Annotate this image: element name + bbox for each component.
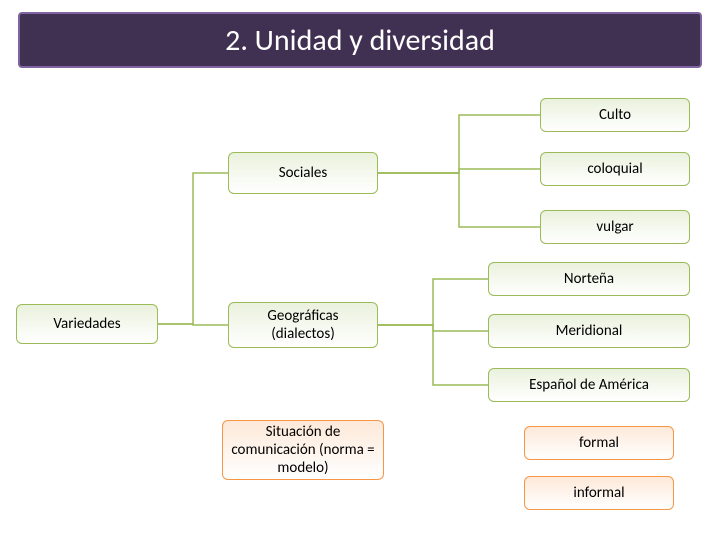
node-label: Español de América: [529, 376, 649, 394]
node-variedades: Variedades: [16, 304, 158, 344]
node-label: Variedades: [53, 315, 120, 333]
node-label: Norteña: [564, 270, 614, 288]
node-label: Situación de comunicación (norma = model…: [229, 423, 377, 477]
node-informal: informal: [524, 476, 674, 510]
node-coloquial: coloquial: [540, 152, 690, 186]
node-espanol-america: Español de América: [488, 368, 690, 402]
node-label: informal: [573, 484, 624, 502]
node-label: vulgar: [596, 218, 633, 236]
node-sociales: Sociales: [228, 152, 378, 194]
node-situacion: Situación de comunicación (norma = model…: [222, 420, 384, 480]
node-formal: formal: [524, 426, 674, 460]
node-geograficas: Geográficas (dialectos): [228, 302, 378, 348]
node-nortena: Norteña: [488, 262, 690, 296]
slide-title-text: 2. Unidad y diversidad: [225, 22, 495, 59]
node-label: Geográficas (dialectos): [235, 307, 371, 343]
node-label: Meridional: [556, 322, 623, 340]
node-meridional: Meridional: [488, 314, 690, 348]
node-culto: Culto: [540, 98, 690, 132]
node-label: Sociales: [279, 164, 328, 182]
node-label: formal: [579, 434, 619, 452]
node-label: coloquial: [587, 160, 642, 178]
node-vulgar: vulgar: [540, 210, 690, 244]
slide-title: 2. Unidad y diversidad: [18, 12, 702, 68]
node-label: Culto: [599, 106, 631, 124]
